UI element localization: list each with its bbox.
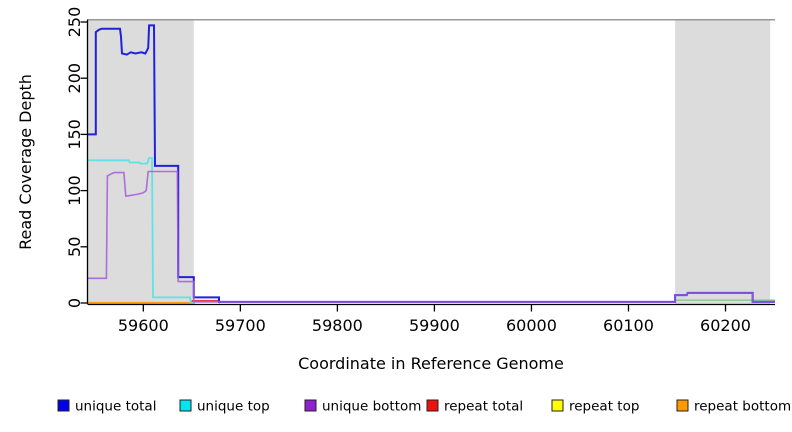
y-tick-label: 150 bbox=[65, 119, 84, 150]
x-tick-label: 60100 bbox=[603, 316, 654, 335]
series-unique-top bbox=[88, 157, 195, 304]
legend-swatch bbox=[676, 399, 689, 412]
shaded-region-right bbox=[675, 19, 771, 305]
legend-label: repeat bottom bbox=[694, 399, 791, 415]
shaded-region-left bbox=[88, 19, 194, 305]
legend-swatch bbox=[179, 399, 192, 412]
x-axis: 59600 59700 59800 59900 60000 60100 60200 bbox=[88, 303, 775, 335]
y-tick-label: 100 bbox=[65, 175, 84, 206]
legend-label: repeat top bbox=[569, 399, 639, 415]
legend-item-repeat-bottom: repeat bottom bbox=[676, 399, 791, 415]
series-unique-bottom bbox=[88, 170, 775, 303]
legend-item-unique-top: unique top bbox=[179, 399, 270, 415]
y-tick-label: 50 bbox=[65, 237, 84, 257]
x-tick-label: 59900 bbox=[409, 316, 460, 335]
legend-label: unique top bbox=[197, 399, 270, 415]
background-regions bbox=[88, 19, 771, 305]
x-axis-title: Coordinate in Reference Genome bbox=[298, 354, 564, 373]
legend-item-unique-bottom: unique bottom bbox=[304, 399, 421, 415]
y-tick-label: 0 bbox=[65, 298, 84, 308]
x-tick-label: 60200 bbox=[700, 316, 751, 335]
x-tick-label: 59800 bbox=[312, 316, 363, 335]
legend-label: unique total bbox=[75, 399, 156, 415]
legend-label: unique bottom bbox=[322, 399, 421, 415]
series-lines bbox=[88, 24, 775, 305]
x-tick-label: 60000 bbox=[506, 316, 557, 335]
legend-item-unique-total: unique total bbox=[57, 399, 156, 415]
y-axis-title: Read Coverage Depth bbox=[16, 74, 35, 250]
legend-swatch bbox=[304, 399, 317, 412]
legend-item-repeat-total: repeat total bbox=[426, 399, 523, 415]
legend-label: repeat total bbox=[444, 399, 523, 415]
legend-item-repeat-top: repeat top bbox=[551, 399, 639, 415]
y-axis: 0 50 100 150 200 250 bbox=[65, 7, 89, 308]
legend-swatch bbox=[551, 399, 564, 412]
x-tick-label: 59700 bbox=[215, 316, 266, 335]
legend: unique total unique top unique bottom repea… bbox=[57, 399, 791, 415]
legend-swatch bbox=[426, 399, 439, 412]
y-tick-label: 250 bbox=[65, 7, 84, 38]
x-tick-label: 59600 bbox=[118, 316, 169, 335]
legend-swatch bbox=[57, 399, 70, 412]
y-tick-label: 200 bbox=[65, 63, 84, 94]
